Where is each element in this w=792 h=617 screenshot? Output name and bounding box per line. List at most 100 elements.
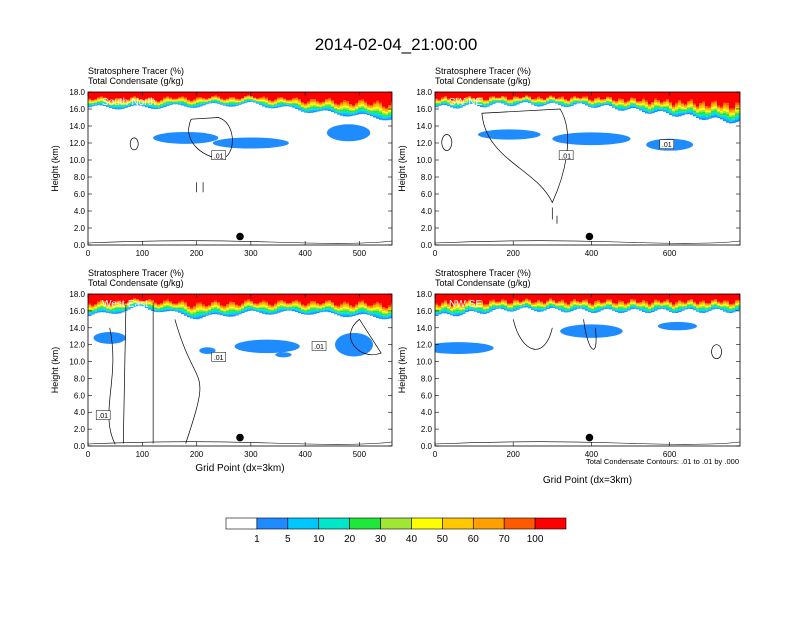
tracer-cell: [471, 102, 475, 104]
tracer-cell: [507, 99, 511, 101]
tracer-cell: [139, 101, 143, 103]
tracer-cell: [325, 107, 329, 110]
tracer-cell: [106, 101, 110, 103]
tracer-cell: [241, 311, 245, 314]
tracer-cell: [495, 303, 499, 305]
tracer-cell: [370, 305, 374, 307]
tracer-cell: [334, 306, 338, 308]
tracer-cell: [166, 99, 170, 101]
tracer-cell: [711, 305, 715, 307]
tracer-cell: [367, 108, 371, 110]
tracer-cell: [726, 118, 730, 121]
tracer-cell: [621, 305, 625, 307]
tracer-cell: [645, 109, 649, 111]
plot-frame: [87, 91, 393, 246]
tracer-cell: [166, 104, 170, 106]
tracer-cell: [705, 107, 709, 110]
tracer-cell: [633, 104, 637, 106]
tracer-cell: [600, 307, 604, 309]
tracer-cell: [675, 92, 679, 103]
tracer-cell: [690, 106, 694, 109]
panel-title-line1: Stratosphere Tracer (%): [435, 268, 531, 278]
tracer-cell: [319, 107, 323, 109]
tracer-cell: [259, 98, 263, 100]
tracer-cell: [292, 102, 296, 104]
tracer-cell: [609, 97, 613, 99]
tracer-cell: [190, 312, 194, 314]
tracer-cell: [543, 103, 547, 105]
tracer-cell: [510, 304, 514, 306]
tracer-cell: [540, 302, 544, 304]
tracer-cell: [528, 101, 532, 103]
tracer-cell: [208, 92, 212, 99]
surface-contour: [435, 240, 740, 244]
tracer-cell: [435, 100, 439, 102]
tracer-cell: [654, 92, 658, 99]
tracer-cell: [588, 294, 592, 304]
tracer-cell: [669, 113, 673, 115]
tracer-cell: [591, 100, 595, 102]
tracer-cell: [205, 306, 209, 308]
tracer-cell: [250, 101, 254, 102]
tracer-cell: [364, 108, 368, 111]
x-axis-label: Grid Point (dx=3km): [195, 463, 284, 474]
tracer-cell: [492, 303, 496, 305]
tracer-cell: [199, 103, 203, 105]
tracer-cell: [603, 103, 607, 105]
tracer-cell: [364, 305, 368, 307]
tracer-cell: [202, 100, 206, 102]
tracer-cell: [579, 102, 583, 103]
tracer-cell: [229, 305, 233, 307]
tracer-cell: [127, 102, 131, 103]
tracer-cell: [118, 303, 122, 305]
tracer-cell: [651, 107, 655, 109]
tracer-cell: [292, 306, 296, 308]
tracer-cell: [112, 306, 116, 308]
tracer-cell: [465, 101, 469, 103]
tracer-cell: [220, 102, 224, 103]
tracer-cell: [310, 310, 314, 312]
tracer-cell: [447, 99, 451, 101]
tracer-cell: [190, 313, 194, 315]
tracer-cell: [364, 105, 368, 108]
tracer-cell: [684, 307, 688, 309]
tracer-cell: [597, 105, 601, 108]
tracer-cell: [151, 98, 155, 100]
tracer-cell: [343, 114, 347, 117]
tracer-cell: [468, 102, 472, 104]
tracer-cell: [708, 303, 712, 305]
tracer-cell: [537, 305, 541, 307]
tracer-cell: [235, 306, 239, 309]
location-marker: [585, 232, 594, 241]
tracer-cell: [561, 305, 565, 307]
tracer-cell: [504, 100, 508, 102]
tracer-cell: [238, 294, 242, 306]
tracer-cell: [91, 100, 95, 102]
colorbar-swatch: [503, 517, 536, 530]
tracer-cell: [190, 104, 194, 106]
tracer-cell: [465, 309, 469, 311]
tracer-cell: [271, 104, 275, 106]
tracer-cell: [286, 104, 290, 105]
tracer-cell: [235, 102, 239, 104]
tracer-cell: [474, 102, 478, 104]
tracer-cell: [127, 302, 131, 303]
tracer-cell: [100, 305, 104, 307]
tracer-cell: [663, 106, 667, 109]
tracer-cell: [459, 102, 463, 104]
tracer-cell: [705, 308, 709, 310]
tracer-cell: [627, 305, 631, 307]
tracer-cell: [552, 301, 556, 303]
tracer-cell: [115, 310, 119, 313]
x-tick-label: 200: [190, 249, 204, 258]
tracer-cell: [438, 305, 442, 307]
tracer-cell: [358, 308, 362, 311]
tracer-cell: [576, 102, 580, 104]
tracer-cell: [462, 102, 466, 103]
tracer-cell: [483, 294, 487, 305]
tracer-cell: [286, 308, 290, 309]
tracer-cell: [537, 309, 541, 311]
tracer-cell: [600, 100, 604, 102]
tracer-cell: [681, 303, 685, 305]
y-tick-label: 12.0: [69, 139, 85, 148]
